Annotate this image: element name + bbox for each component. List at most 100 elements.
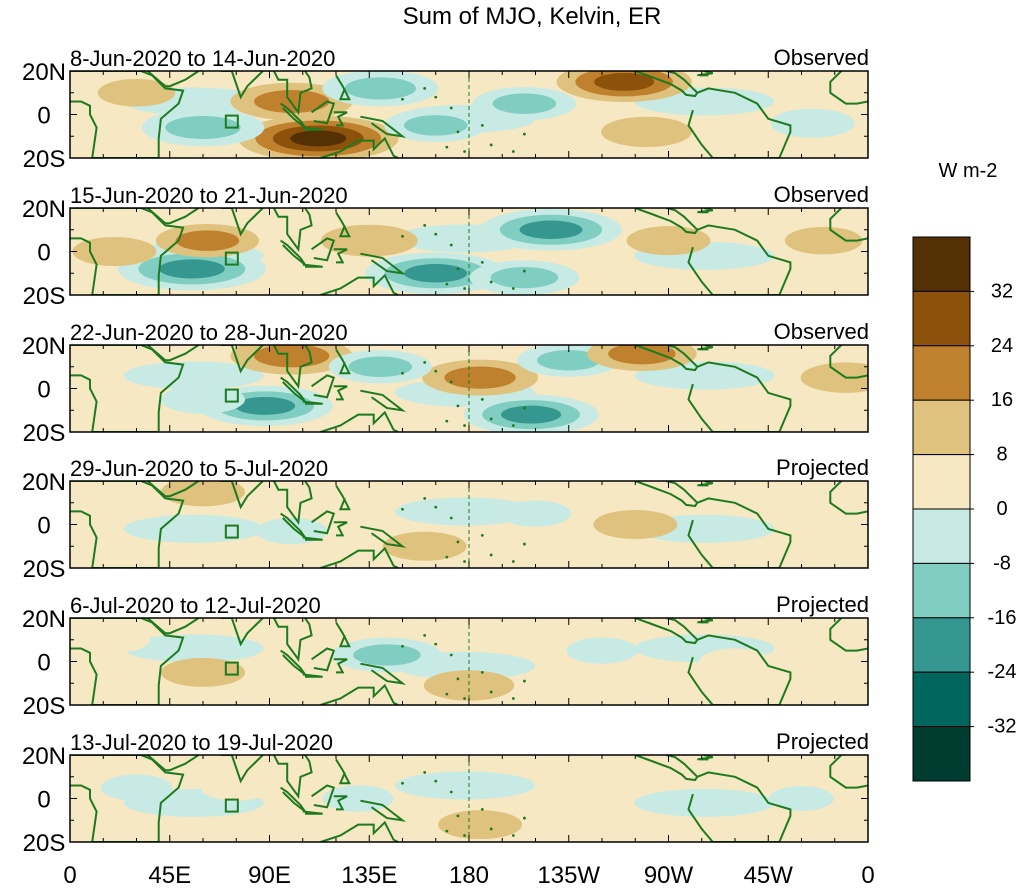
- coastline: [224, 661, 239, 676]
- y-tick-label: 20S: [23, 556, 66, 583]
- coastline: [320, 273, 399, 295]
- colorbar-bin: [912, 562, 971, 619]
- island-dot: [445, 829, 449, 833]
- island-dot: [489, 690, 493, 694]
- island-dot: [489, 280, 493, 284]
- coastline: [360, 389, 407, 412]
- y-tick-label: 20N: [22, 743, 66, 770]
- island-dot: [449, 380, 453, 384]
- island-dot: [511, 150, 515, 153]
- coastline: [146, 208, 200, 225]
- anomaly-contour: [601, 116, 692, 148]
- coastline: [333, 111, 348, 127]
- island-dot: [445, 555, 449, 559]
- colorbar: W m-2 32 24 16 8 0 -8 -16 -24 -32: [912, 160, 1017, 782]
- y-tick-label: 0: [37, 240, 50, 267]
- weak-anomaly-band: [634, 788, 775, 817]
- island-dot: [401, 644, 404, 648]
- island-dot: [456, 404, 460, 408]
- colorbar-label: -16: [988, 607, 1017, 629]
- island-dot: [489, 827, 493, 831]
- anomaly-contour: [290, 130, 347, 147]
- coastline: [335, 348, 351, 375]
- coastline: [311, 100, 336, 125]
- colorbar-bin: [912, 345, 971, 401]
- coastline: [335, 484, 351, 511]
- coastline: [70, 208, 185, 295]
- weak-anomaly-band: [123, 361, 264, 390]
- y-tick-label: 0: [37, 103, 50, 130]
- panel-status: Observed: [774, 182, 869, 207]
- island-dot: [456, 814, 460, 818]
- island-dot: [489, 143, 493, 147]
- island-dot: [456, 540, 460, 544]
- anomaly-contour: [784, 226, 863, 255]
- anomaly-contour: [501, 405, 562, 424]
- island-dot: [523, 406, 526, 410]
- y-tick-label: 20S: [23, 283, 66, 310]
- panel-date-range: 15-Jun-2020 to 21-Jun-2020: [70, 183, 348, 208]
- coastline: [273, 481, 313, 525]
- island-dot: [449, 516, 453, 520]
- x-tick-label: 45W: [744, 862, 794, 889]
- island-dot: [463, 287, 466, 290]
- coastline: [634, 345, 699, 372]
- colorbar-label: 8: [996, 444, 1007, 466]
- anomaly-contour: [320, 224, 418, 257]
- x-tick-label: 90E: [248, 862, 291, 889]
- panel-status: Projected: [776, 729, 869, 754]
- colorbar-label: 24: [991, 335, 1013, 357]
- island-dot: [423, 361, 427, 364]
- coastline: [220, 208, 264, 237]
- coastline: [687, 224, 792, 295]
- anomaly-contour: [254, 89, 330, 113]
- island-dot: [401, 507, 404, 511]
- coastline: [311, 374, 336, 399]
- coastline: [320, 683, 399, 705]
- coastline: [280, 512, 306, 539]
- coastline: [335, 758, 351, 785]
- coastline: [70, 345, 185, 432]
- y-tick-label: 20N: [22, 606, 66, 633]
- island-dot: [523, 132, 526, 136]
- coastline: [829, 345, 868, 379]
- island-dot: [511, 834, 515, 837]
- island-dot: [449, 653, 453, 657]
- coastline: [302, 810, 323, 815]
- island-dot: [434, 642, 438, 646]
- coastline: [335, 74, 351, 101]
- panel-status: Observed: [774, 45, 869, 70]
- island-dot: [480, 670, 484, 674]
- coastline: [302, 673, 323, 678]
- island-dot: [480, 533, 484, 537]
- panel-date-range: 6-Jul-2020 to 12-Jul-2020: [70, 593, 321, 618]
- island-dot: [449, 243, 453, 247]
- anomaly-contour: [97, 78, 176, 107]
- coastline: [687, 771, 792, 842]
- x-tick-label: 45E: [148, 862, 191, 889]
- anomaly-contour: [200, 774, 272, 801]
- y-tick-label: 20S: [23, 420, 66, 447]
- coastline: [302, 536, 323, 541]
- panel: 20N 0 20S 13-Jul-2020 to 19-Jul-2020 Project…: [22, 729, 869, 857]
- island-dot: [423, 224, 427, 227]
- coastline: [335, 621, 351, 648]
- island-dot: [449, 106, 453, 110]
- coastline: [146, 755, 200, 772]
- island-dot: [434, 232, 438, 236]
- anomaly-contour: [566, 637, 638, 664]
- colorbar-bin: [912, 290, 971, 347]
- coastline: [634, 208, 699, 235]
- anomaly-field: [70, 481, 868, 568]
- island-dot: [449, 790, 453, 794]
- anomaly-contour: [403, 115, 468, 136]
- island-dot: [523, 816, 526, 820]
- x-tick-label: 90W: [644, 862, 694, 889]
- coastline: [333, 658, 348, 674]
- coastline: [687, 634, 792, 705]
- weak-anomaly-band: [395, 497, 536, 526]
- coastline: [224, 251, 239, 266]
- anomaly-contour: [78, 626, 150, 653]
- y-tick-label: 20N: [22, 469, 66, 496]
